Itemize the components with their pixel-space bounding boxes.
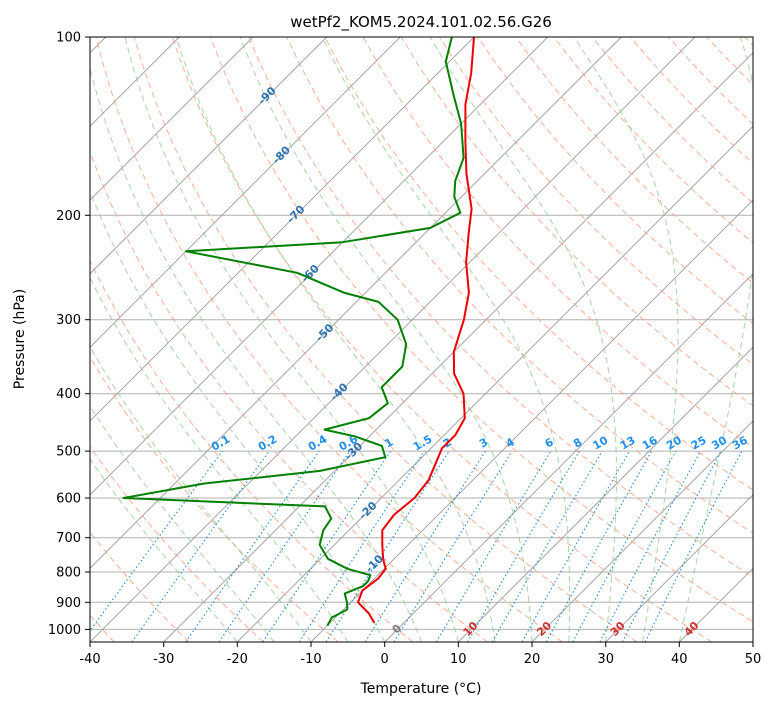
mixing-ratio-line [572,450,677,642]
mixing-ratio-line [262,450,392,642]
moist-adiabat-line [90,276,349,642]
moist-adiabat-line [429,37,617,642]
y-tick-label: 700 [56,531,81,546]
moist-adiabat-line [239,37,533,642]
plot-frame [89,36,754,643]
mixing-ratio-line [185,450,320,642]
isotherm-line [90,37,622,569]
dry-adiabat-line [90,356,339,642]
moist-adiabat-line [90,346,312,642]
dry-adiabat-line [90,445,264,642]
mixing-ratio-line [393,450,513,642]
mixing-ratio-line [644,450,743,642]
moist-adiabat-line [90,458,238,642]
mixing-ratio-line [325,450,450,642]
x-tick-label: 50 [745,652,762,667]
sounding-profiles [122,37,475,627]
dry-adiabat-line [324,37,753,491]
x-tick-label: 30 [597,652,614,667]
y-tick-label: 900 [56,596,81,611]
moist-adiabat-line [90,189,386,642]
x-axis-title: Temperature (°C) [360,681,482,697]
dewpoint-profile-line [122,37,465,627]
isotherm-line [90,37,254,201]
isotherm-line [531,420,753,642]
temperature-profile-line [357,37,475,624]
x-tick-label: 0 [381,652,389,667]
isotherm-line [90,37,328,275]
x-tick-label: 20 [524,652,541,667]
x-tick-label: -40 [79,652,100,667]
mixing-ratio-line [131,450,270,642]
isotherm-line [90,37,475,422]
y-tick-label: 300 [56,313,81,328]
dry-adiabat-line [171,37,712,642]
moist-adiabat-line [175,37,496,642]
mixing-ratio-line [298,450,425,642]
mixing-ratio-line [545,450,653,642]
x-tick-label: -30 [153,652,174,667]
isotherm-line [605,494,753,642]
dry-adiabat-line [286,37,753,534]
dry-adiabat-line [133,37,638,642]
isotherm-line [90,37,549,496]
dry-adiabat-line [515,37,753,284]
y-axis-title: Pressure (hPa) [12,289,28,389]
x-tick-label: 40 [671,652,688,667]
chart-title: wetPf2_KOM5.2024.101.02.56.G26 [290,13,552,32]
dry-adiabat-line [248,37,753,578]
mixing-ratio-line [90,450,223,632]
mixing-ratio-line [218,450,351,642]
moist-adiabat-line [90,405,275,642]
y-tick-label: 1000 [48,623,81,638]
isotherm-line [384,273,753,642]
isotherm-line [236,125,753,642]
y-tick-label: 100 [56,31,81,46]
mixing-ratio-line [521,450,630,642]
x-tick-label: -20 [227,652,248,667]
moist-adiabat-line [678,37,753,642]
y-tick-label: 500 [56,445,81,460]
y-tick-label: 600 [56,492,81,507]
y-tick-label: 800 [56,566,81,581]
y-tick-label: 200 [56,209,81,224]
isotherm-line [457,346,753,642]
moist-adiabat-line [321,37,571,642]
background-lines [90,37,753,642]
plot-area [90,37,753,642]
isotherm-line [163,52,753,642]
x-tick-label: -10 [300,652,321,667]
x-tick-label: 10 [450,652,467,667]
moist-adiabat-line [573,37,679,642]
y-tick-label: 400 [56,387,81,402]
dry-adiabat-line [90,259,414,642]
moist-adiabat-line [90,66,422,642]
dry-adiabat-line [210,37,753,623]
dry-adiabat-line [95,37,563,642]
isotherm-line [90,37,401,348]
moist-adiabat-line [124,37,459,642]
axes: -40 -30 -20 -10 0 10 20 30 40 50 100 200 300 400 500 60… [48,31,761,668]
